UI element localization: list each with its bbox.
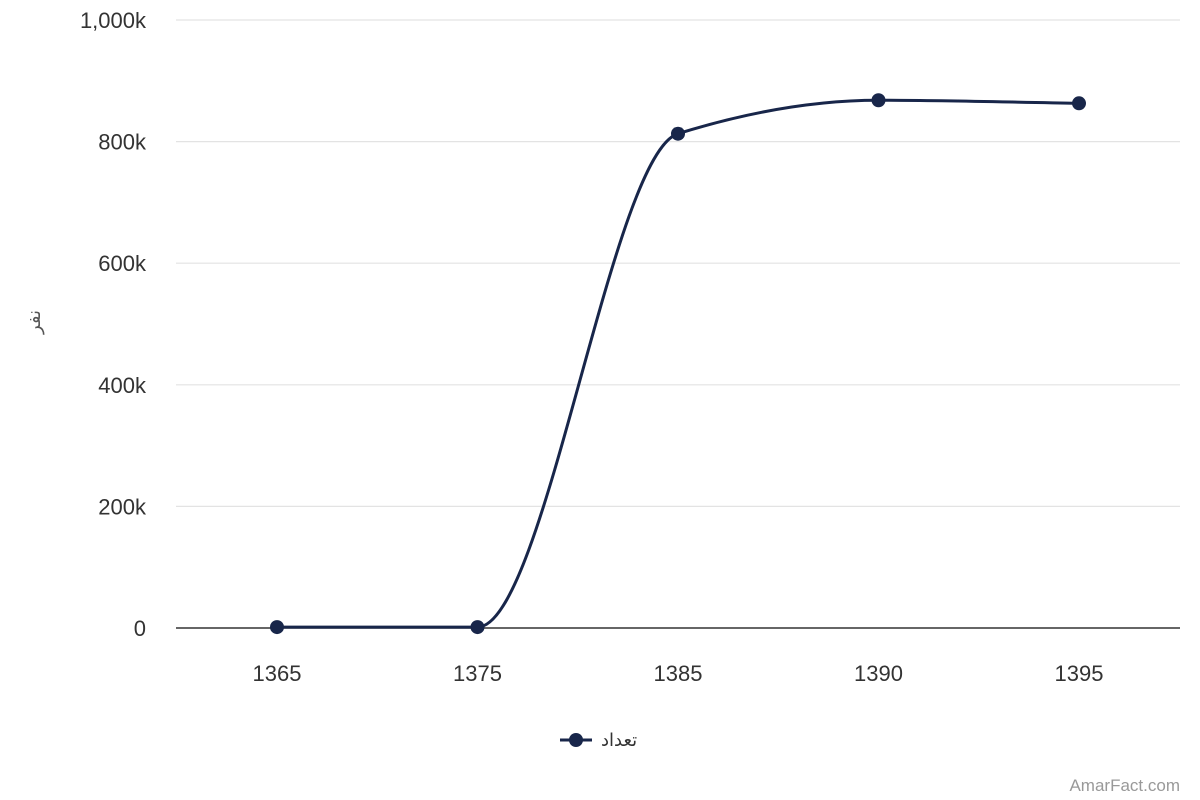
legend-marker [569,733,583,747]
data-point[interactable] [871,93,886,108]
y-tick-label: 600k [98,251,147,276]
x-axis-ticks: 1365 1375 1385 1390 1395 [253,661,1104,686]
y-tick-label: 1,000k [80,8,147,33]
data-point[interactable] [470,620,485,635]
data-point[interactable] [671,126,685,141]
credit-link[interactable]: AmarFact.com [1069,776,1180,795]
x-tick-label: 1365 [253,661,302,686]
y-tick-label: 200k [98,494,147,519]
x-tick-label: 1385 [654,661,703,686]
y-axis-ticks: 0 200k 400k 600k 800k 1,000k [80,8,147,641]
legend[interactable]: تعداد [560,730,637,751]
series-layer [270,93,1086,635]
x-tick-label: 1390 [854,661,903,686]
x-tick-label: 1375 [453,661,502,686]
x-tick-label: 1395 [1055,661,1104,686]
y-tick-label: 800k [98,130,147,155]
grid-lines [176,19,1180,629]
data-point[interactable] [1072,96,1086,111]
y-tick-label: 0 [134,616,146,641]
data-point[interactable] [270,620,284,635]
series-line [275,98,1081,629]
y-tick-label: 400k [98,373,147,398]
legend-series-label: تعداد [601,730,637,751]
y-axis-title: نفر [24,310,45,335]
